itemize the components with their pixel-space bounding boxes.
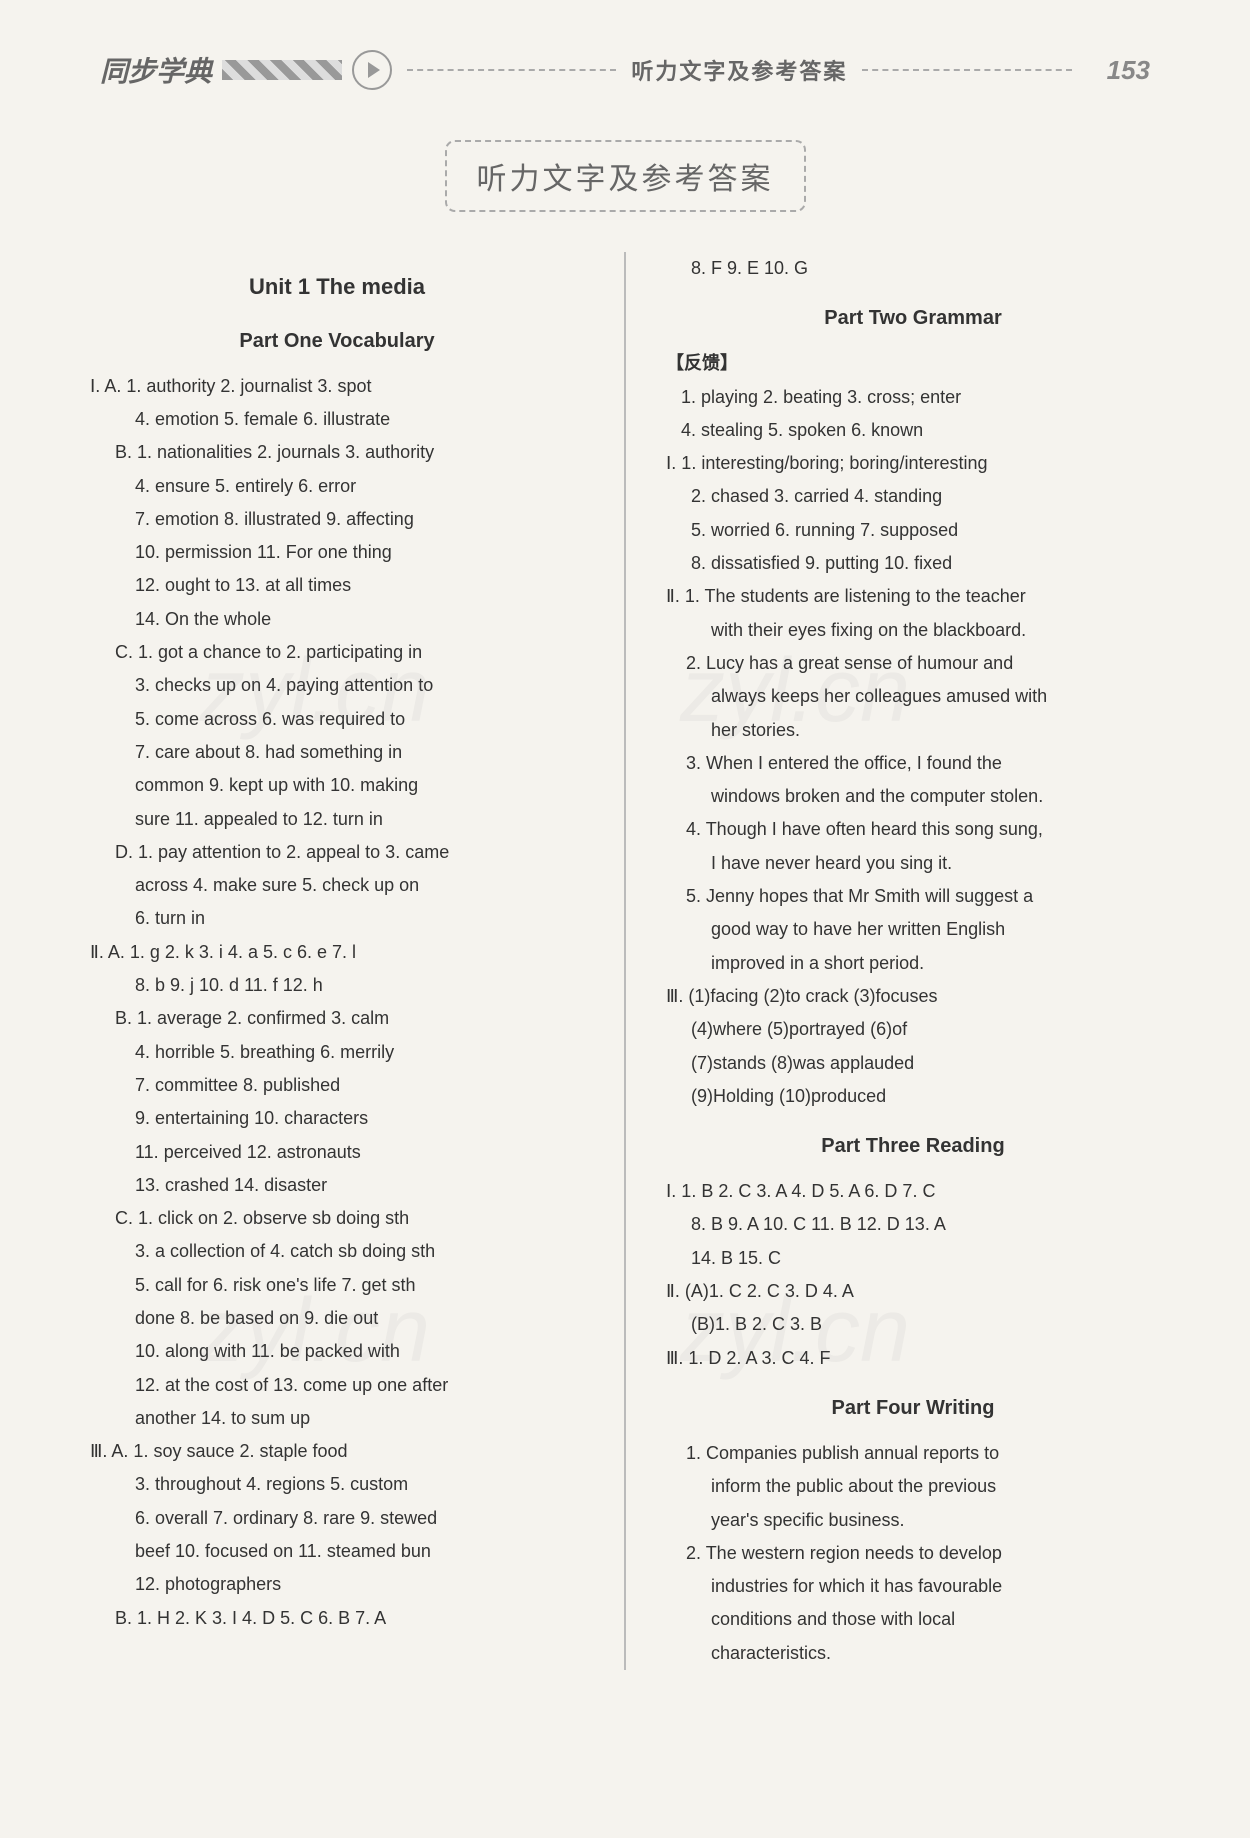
answer-line: across 4. make sure 5. check up on (135, 869, 594, 902)
answer-line: 1. Companies publish annual reports to (686, 1437, 1170, 1470)
answer-line: 6. turn in (135, 902, 594, 935)
answer-line: 10. permission 11. For one thing (135, 536, 594, 569)
answer-line: 4. Though I have often heard this song s… (686, 813, 1170, 846)
answer-line: 1. playing 2. beating 3. cross; enter (681, 381, 1170, 414)
answer-line: 8. b 9. j 10. d 11. f 12. h (135, 969, 594, 1002)
answer-line: 5. call for 6. risk one's life 7. get st… (135, 1269, 594, 1302)
answer-line: industries for which it has favourable (711, 1570, 1170, 1603)
answer-line: characteristics. (711, 1637, 1170, 1670)
content-columns: Unit 1 The media Part One Vocabulary Ⅰ. … (80, 252, 1170, 1670)
answer-line: good way to have her written English (711, 913, 1170, 946)
answer-line: common 9. kept up with 10. making (135, 769, 594, 802)
answer-line: (4)where (5)portrayed (6)of (691, 1013, 1170, 1046)
left-column: Unit 1 The media Part One Vocabulary Ⅰ. … (80, 252, 594, 1670)
answer-line: Ⅲ. A. 1. soy sauce 2. staple food (90, 1435, 594, 1468)
answer-line: sure 11. appealed to 12. turn in (135, 803, 594, 836)
answer-line: 12. photographers (135, 1568, 594, 1601)
answer-line: Ⅱ. (A)1. C 2. C 3. D 4. A (666, 1275, 1170, 1308)
answer-line: Ⅰ. 1. interesting/boring; boring/interes… (666, 447, 1170, 480)
answer-line: Ⅰ. 1. B 2. C 3. A 4. D 5. A 6. D 7. C (666, 1175, 1170, 1208)
column-divider (624, 252, 626, 1670)
answer-line: 4. horrible 5. breathing 6. merrily (135, 1036, 594, 1069)
answer-line: 12. at the cost of 13. come up one after (135, 1369, 594, 1402)
answer-line: 8. F 9. E 10. G (691, 252, 1170, 285)
answer-line: year's specific business. (711, 1504, 1170, 1537)
main-title: 听力文字及参考答案 (445, 140, 806, 212)
logo-text: 同步学典 (100, 50, 212, 90)
answer-line: (7)stands (8)was applauded (691, 1047, 1170, 1080)
answer-line: 11. perceived 12. astronauts (135, 1136, 594, 1169)
answer-line: 5. worried 6. running 7. supposed (691, 514, 1170, 547)
answer-line: another 14. to sum up (135, 1402, 594, 1435)
unit-title: Unit 1 The media (80, 267, 594, 308)
header-left: 同步学典 (100, 50, 392, 90)
dash-line (862, 69, 1071, 71)
answer-line: 5. come across 6. was required to (135, 703, 594, 736)
answer-line: her stories. (711, 714, 1170, 747)
answer-line: beef 10. focused on 11. steamed bun (135, 1535, 594, 1568)
answer-line: windows broken and the computer stolen. (711, 780, 1170, 813)
part-title: Part Two Grammar (656, 300, 1170, 337)
answer-line: with their eyes fixing on the blackboard… (711, 614, 1170, 647)
dash-line (407, 69, 616, 71)
answer-line: 7. committee 8. published (135, 1069, 594, 1102)
checker-pattern (222, 60, 342, 80)
answer-line: D. 1. pay attention to 2. appeal to 3. c… (115, 836, 594, 869)
answer-line: inform the public about the previous (711, 1470, 1170, 1503)
answer-line: 2. chased 3. carried 4. standing (691, 480, 1170, 513)
answer-line: B. 1. average 2. confirmed 3. calm (115, 1002, 594, 1035)
answer-line: 12. ought to 13. at all times (135, 569, 594, 602)
right-column: 8. F 9. E 10. G Part Two Grammar 【反馈】 1.… (656, 252, 1170, 1670)
answer-line: Ⅱ. A. 1. g 2. k 3. i 4. a 5. c 6. e 7. l (90, 936, 594, 969)
answer-line: C. 1. got a chance to 2. participating i… (115, 636, 594, 669)
answer-line: done 8. be based on 9. die out (135, 1302, 594, 1335)
play-icon (352, 50, 392, 90)
answer-line: Ⅰ. A. 1. authority 2. journalist 3. spot (90, 370, 594, 403)
answer-line: B. 1. nationalities 2. journals 3. autho… (115, 436, 594, 469)
page-header: 同步学典 听力文字及参考答案 153 (80, 40, 1170, 100)
answer-line: 5. Jenny hopes that Mr Smith will sugges… (686, 880, 1170, 913)
answer-line: 14. B 15. C (691, 1242, 1170, 1275)
answer-line: Ⅲ. 1. D 2. A 3. C 4. F (666, 1342, 1170, 1375)
answer-line: 8. dissatisfied 9. putting 10. fixed (691, 547, 1170, 580)
answer-line: 3. checks up on 4. paying attention to (135, 669, 594, 702)
answer-line: 14. On the whole (135, 603, 594, 636)
feedback-label: 【反馈】 (666, 347, 1170, 380)
answer-line: 3. throughout 4. regions 5. custom (135, 1468, 594, 1501)
answer-line: (B)1. B 2. C 3. B (691, 1308, 1170, 1341)
answer-line: 2. Lucy has a great sense of humour and (686, 647, 1170, 680)
answer-line: 10. along with 11. be packed with (135, 1335, 594, 1368)
answer-line: 9. entertaining 10. characters (135, 1102, 594, 1135)
answer-line: conditions and those with local (711, 1603, 1170, 1636)
part-title: Part Three Reading (656, 1128, 1170, 1165)
answer-line: 7. care about 8. had something in (135, 736, 594, 769)
answer-line: 8. B 9. A 10. C 11. B 12. D 13. A (691, 1208, 1170, 1241)
answer-line: 4. emotion 5. female 6. illustrate (135, 403, 594, 436)
answer-line: 4. stealing 5. spoken 6. known (681, 414, 1170, 447)
part-title: Part Four Writing (656, 1390, 1170, 1427)
answer-line: Ⅱ. 1. The students are listening to the … (666, 580, 1170, 613)
answer-line: 7. emotion 8. illustrated 9. affecting (135, 503, 594, 536)
answer-line: I have never heard you sing it. (711, 847, 1170, 880)
main-title-box: 听力文字及参考答案 (80, 140, 1170, 212)
answer-line: always keeps her colleagues amused with (711, 680, 1170, 713)
answer-line: (9)Holding (10)produced (691, 1080, 1170, 1113)
answer-line: 13. crashed 14. disaster (135, 1169, 594, 1202)
part-title: Part One Vocabulary (80, 323, 594, 360)
answer-line: C. 1. click on 2. observe sb doing sth (115, 1202, 594, 1235)
answer-line: improved in a short period. (711, 947, 1170, 980)
answer-line: 4. ensure 5. entirely 6. error (135, 470, 594, 503)
answer-line: Ⅲ. (1)facing (2)to crack (3)focuses (666, 980, 1170, 1013)
answer-line: 3. When I entered the office, I found th… (686, 747, 1170, 780)
answer-line: B. 1. H 2. K 3. I 4. D 5. C 6. B 7. A (115, 1602, 594, 1635)
answer-line: 3. a collection of 4. catch sb doing sth (135, 1235, 594, 1268)
page-number: 153 (1107, 55, 1150, 86)
header-title: 听力文字及参考答案 (631, 54, 847, 86)
answer-line: 6. overall 7. ordinary 8. rare 9. stewed (135, 1502, 594, 1535)
answer-line: 2. The western region needs to develop (686, 1537, 1170, 1570)
